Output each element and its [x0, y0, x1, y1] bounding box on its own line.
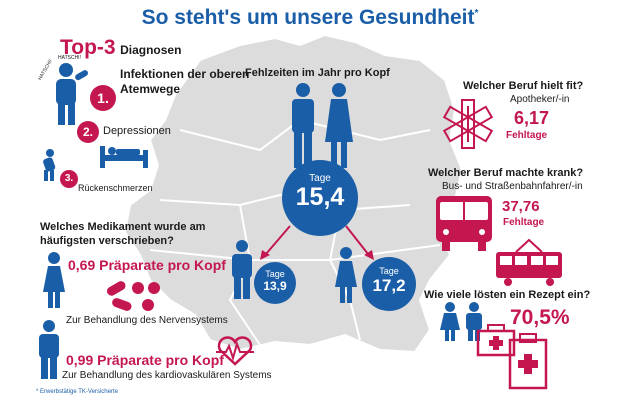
absence-heading: Fehlzeiten im Jahr pro Kopf — [245, 67, 390, 79]
top3-heading-rest: Diagnosen — [120, 43, 182, 57]
medication-male-icon — [39, 320, 59, 379]
diagnosis-3-label: Rückenschmerzen — [78, 183, 153, 193]
male-icon — [232, 240, 252, 299]
diagnosis-2-label: Depressionen — [103, 125, 171, 137]
absence-male-value: 13,9 — [263, 279, 287, 293]
absence-female-circle: Tage 17,2 — [362, 257, 416, 311]
title-text: So steht's um unsere Gesundheit — [141, 6, 475, 29]
bus-icon — [436, 196, 492, 251]
page-title: So steht's um unsere Gesundheit* — [0, 6, 620, 30]
couple-icon — [292, 83, 353, 168]
fit-job-unit: Fehltage — [506, 130, 548, 141]
back-pain-icon — [43, 149, 56, 181]
arrow-left — [265, 225, 291, 255]
medication-female-note: Zur Behandlung des Nervensystems — [66, 315, 228, 326]
sneeze-text-top: HATSCHI! — [58, 55, 81, 61]
sick-job-value: 37,76 — [502, 198, 540, 215]
absence-male-label: Tage — [265, 269, 285, 279]
arrows — [260, 225, 374, 260]
medication-female-value: 0,69 Präparate pro Kopf — [68, 257, 226, 273]
absence-overall-value: 15,4 — [295, 183, 345, 211]
heart-pulse-icon — [216, 336, 254, 366]
arrow-right — [345, 225, 369, 255]
prescription-question: Wie viele lösten ein Rezept ein? — [424, 289, 591, 301]
absence-overall-label: Tage — [309, 173, 331, 184]
sick-job-question: Welcher Beruf machte krank? — [428, 167, 584, 179]
footnote: * Erwerbstätige TK-Versicherte — [36, 389, 118, 395]
prescription-value: 70,5% — [510, 306, 570, 329]
medication-male-note: Zur Behandlung des kardiovaskulären Syst… — [62, 370, 272, 381]
fit-job-name: Apotheker/-in — [510, 94, 570, 105]
pills-icon — [106, 281, 160, 311]
medication-female-icon — [43, 252, 65, 308]
sick-job-name: Bus- und Straßenbahnfahrer/-in — [442, 181, 583, 192]
top3-heading: Top-3 Diagnosen — [60, 36, 181, 60]
diagnosis-1-label: Infektionen der oberen Atemwege — [120, 67, 250, 96]
medication-heading: Welches Medikament wurde am häufigsten v… — [40, 221, 206, 247]
clipboard-icon — [508, 333, 548, 390]
rank-badge-3: 3. — [60, 170, 78, 188]
first-aid-kit-icon — [476, 324, 516, 357]
people-pair-icon — [440, 302, 482, 341]
medication-male-value: 0,99 Präparate pro Kopf — [66, 352, 224, 368]
absence-male-circle: Tage 13,9 — [254, 262, 296, 304]
female-icon — [335, 247, 357, 303]
fit-job-value: 6,17 — [514, 108, 550, 128]
absence-female-value: 17,2 — [372, 276, 406, 295]
fit-job-question: Welcher Beruf hielt fit? — [463, 80, 584, 92]
star-of-life-icon — [442, 99, 494, 149]
top3-highlight: Top-3 — [60, 36, 116, 59]
tram-icon — [496, 238, 562, 286]
absence-female-label: Tage — [379, 266, 399, 276]
bed-icon — [100, 146, 148, 168]
absence-overall-circle: Tage 15,4 — [282, 160, 358, 236]
sneezing-person-icon — [56, 63, 89, 125]
rank-badge-2: 2. — [77, 121, 99, 143]
rank-badge-1: 1. — [90, 85, 116, 111]
title-footnote-marker: * — [474, 8, 479, 19]
sick-job-unit: Fehltage — [503, 217, 545, 228]
